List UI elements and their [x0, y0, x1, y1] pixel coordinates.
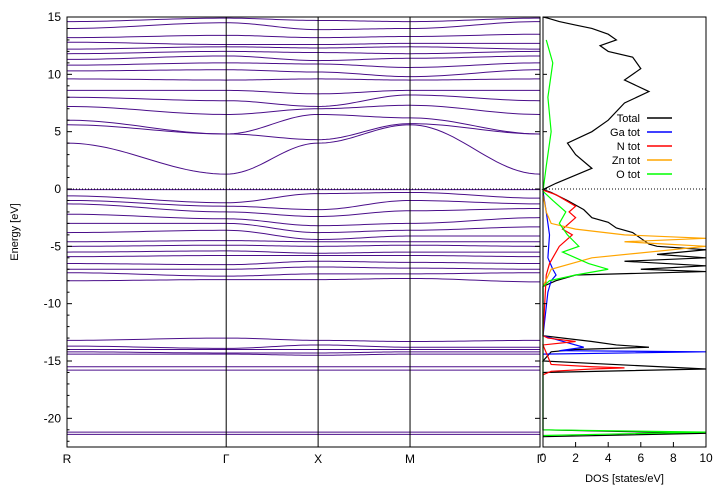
legend-label-o-tot: O tot	[616, 169, 640, 181]
dos-panel: 0 2 4 6 8 10 DOS [states/eV] Total Ga tot N tot…	[540, 16, 713, 485]
legend-label-ga-tot: Ga tot	[610, 127, 640, 139]
band-line-39	[66, 17, 541, 23]
band-structure-panel: 15 10 5 0 -5 -10 -15 -20 R Γ X M Γ Energy [eV]	[9, 10, 544, 466]
y-tick-label-4: -5	[50, 239, 61, 253]
band-line-1	[66, 191, 541, 204]
y-tick-label-6: -15	[44, 354, 62, 368]
dos-x-tick-label-5: 10	[699, 451, 713, 465]
dos-axis-ticks: 0 2 4 6 8 10	[540, 16, 713, 465]
legend-label-total: Total	[617, 113, 640, 125]
y-tick-label-2: 5	[54, 125, 61, 139]
band-line-32	[66, 62, 541, 68]
kpoint-label-1: Γ	[223, 452, 230, 466]
dos-x-tick-label-4: 8	[670, 451, 677, 465]
band-line-9	[66, 250, 540, 254]
dos-x-tick-label-1: 2	[572, 451, 579, 465]
band-line-2	[66, 199, 541, 211]
band-line-35	[66, 46, 541, 50]
band-line-7	[66, 240, 540, 243]
y-tick-label-0: 15	[48, 10, 62, 24]
band-line-18	[67, 351, 540, 354]
kpoint-label-3: M	[405, 452, 415, 466]
band-line-10	[67, 255, 540, 258]
band-line-16	[66, 344, 540, 349]
band-line-19	[67, 353, 540, 356]
dos-legend: Total Ga tot N tot Zn tot O tot	[610, 113, 672, 181]
dos-curve-ga-tot	[542, 191, 707, 355]
band-line-12	[67, 266, 541, 270]
kpoint-label-2: X	[314, 452, 322, 466]
dos-x-tick-label-3: 6	[637, 451, 644, 465]
band-line-14	[67, 277, 541, 283]
y-tick-label-7: -20	[44, 411, 62, 425]
band-line-15	[66, 337, 540, 343]
band-line-28	[66, 94, 541, 107]
band-line-30	[67, 78, 540, 81]
energy-axis-label: Energy [eV]	[9, 203, 21, 260]
legend-label-n-tot: N tot	[617, 141, 640, 153]
band-line-26	[66, 113, 541, 135]
dos-plot-frame	[542, 16, 707, 448]
band-plot-frame	[66, 16, 541, 448]
dos-axis-label: DOS [states/eV]	[585, 473, 664, 485]
band-line-3	[66, 203, 541, 218]
dos-curve-o-tot	[542, 39, 707, 437]
band-line-27	[66, 104, 541, 115]
band-line-8	[67, 244, 540, 247]
band-lines	[66, 17, 541, 435]
band-line-33	[66, 55, 541, 62]
legend-label-zn-tot: Zn tot	[612, 155, 640, 167]
band-line-37	[66, 33, 541, 39]
band-line-36	[66, 41, 540, 46]
kpoint-divider-lines	[225, 17, 411, 447]
band-line-29	[67, 89, 540, 95]
energy-axis-ticks: 15 10 5 0 -5 -10 -15 -20	[44, 10, 540, 442]
band-line-31	[67, 69, 541, 78]
band-line-11	[66, 260, 540, 266]
dos-curve-n-tot	[542, 189, 625, 376]
band-line-38	[66, 21, 541, 31]
dos-x-tick-label-2: 4	[605, 451, 612, 465]
kpoint-label-0: R	[63, 452, 72, 466]
kpoint-label-4: Γ	[537, 452, 544, 466]
y-tick-label-5: -10	[44, 297, 62, 311]
dos-x-tick-label-0: 0	[540, 451, 547, 465]
band-line-13	[66, 272, 540, 277]
band-line-24	[66, 124, 541, 175]
dos-curve-total	[541, 16, 707, 438]
band-line-34	[66, 50, 541, 55]
y-tick-label-1: 10	[48, 67, 62, 81]
y-tick-label-3: 0	[54, 182, 61, 196]
dos-curves	[541, 16, 707, 438]
